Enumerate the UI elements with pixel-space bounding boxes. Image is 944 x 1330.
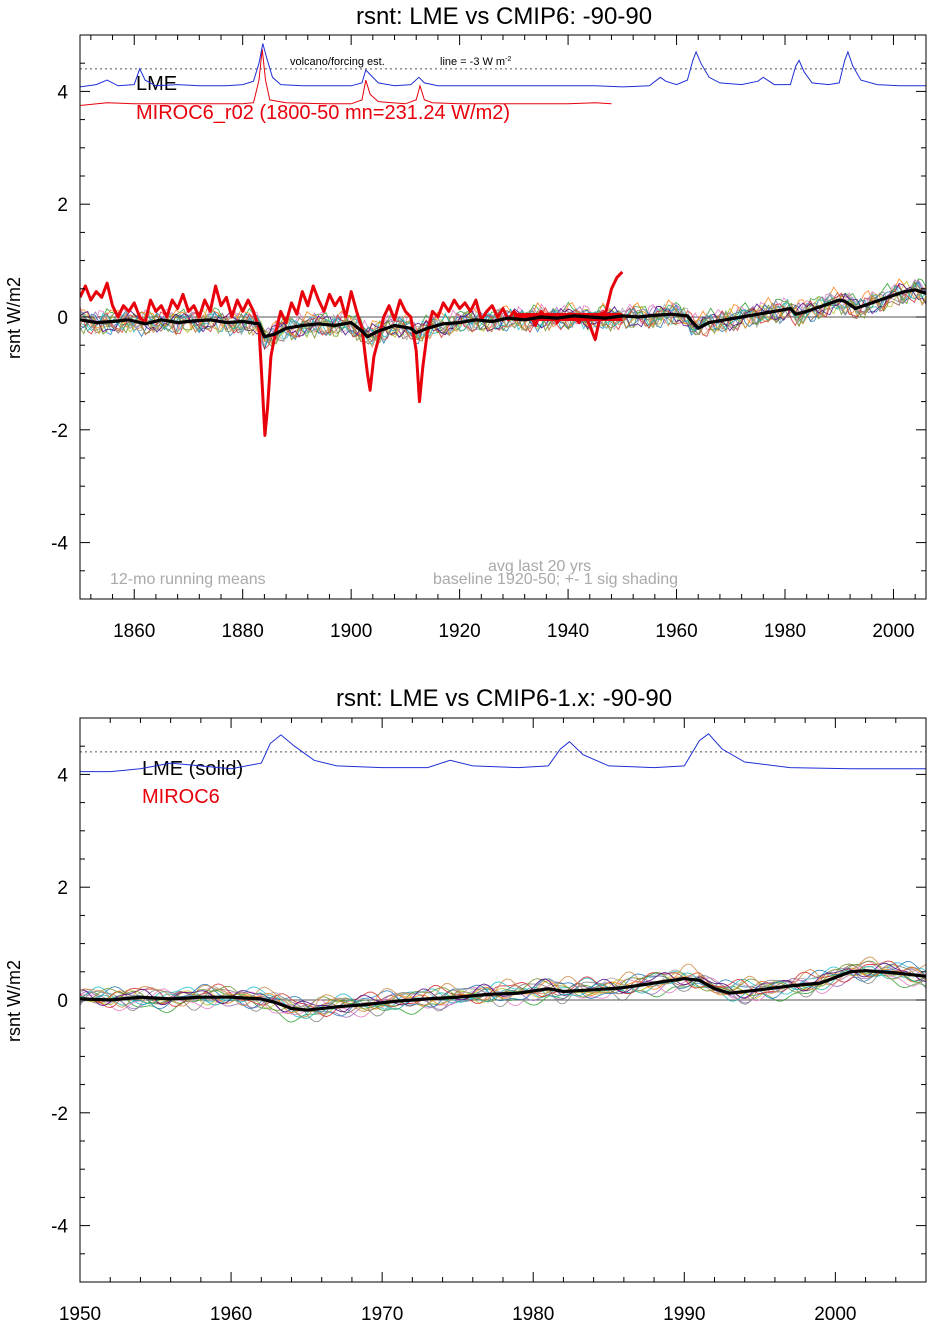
x-tick-label: 1950 — [59, 1304, 101, 1325]
ensemble-member-line — [80, 279, 926, 345]
y-tick-label: -4 — [51, 534, 68, 555]
x-tick-label: 2000 — [872, 621, 914, 642]
legend-label-model: MIROC6 — [142, 786, 220, 808]
y-axis-label: rsnt W/m2 — [4, 277, 24, 359]
baseline-annotation: baseline 1920-50; +- 1 sig shading — [433, 571, 678, 588]
x-tick-label: 1860 — [113, 621, 155, 642]
chart-panel-1: rsnt: LME vs CMIP6: -90-90 rsnt W/m2 vol… — [4, 3, 927, 642]
ensemble-member-line — [80, 960, 926, 1018]
x-tick-label: 1940 — [547, 621, 589, 642]
ensemble-member-line — [80, 964, 926, 1023]
plot-area — [80, 733, 926, 1023]
x-tick-label: 1970 — [361, 1304, 403, 1325]
x-tick-label: 1920 — [438, 621, 480, 642]
lme-mean-line — [80, 288, 926, 339]
legend-label-lme: LME — [136, 73, 177, 95]
x-tick-label: 1960 — [210, 1304, 252, 1325]
x-tick-label: 2000 — [814, 1304, 856, 1325]
ensemble-member-line — [80, 282, 926, 351]
y-tick-label: 4 — [57, 765, 68, 786]
x-tick-label: 1900 — [330, 621, 372, 642]
line-annotation: line = -3 W m-2 — [440, 56, 511, 68]
y-axis-label: rsnt W/m2 — [4, 960, 24, 1042]
ensemble-member-line — [80, 962, 926, 1013]
lme-mean-line — [80, 969, 926, 1012]
volcano-annotation: volcano/forcing est. — [290, 56, 385, 68]
x-tick-label: 1990 — [663, 1304, 705, 1325]
y-tick-label: -4 — [51, 1217, 68, 1238]
forcing-model-line — [80, 49, 612, 106]
x-tick-label: 1960 — [655, 621, 697, 642]
ensemble-member-line — [80, 963, 926, 1023]
plot-area — [80, 43, 926, 437]
line-annotation-superscript: -2 — [505, 56, 511, 63]
y-tick-label: -2 — [51, 421, 68, 442]
ensemble-member-line — [80, 965, 926, 1019]
y-tick-label: 2 — [57, 195, 68, 216]
y-tick-label: 0 — [57, 991, 68, 1012]
y-tick-label: 4 — [57, 82, 68, 103]
y-tick-label: 0 — [57, 308, 68, 329]
forcing-lme-line — [80, 733, 926, 773]
line-annotation-text: line = -3 W m — [440, 56, 505, 68]
x-tick-label: 1880 — [222, 621, 264, 642]
y-tick-label: -2 — [51, 1104, 68, 1125]
avg-annotation: avg last 20 yrs — [488, 558, 591, 575]
running-mean-annotation: 12-mo running means — [110, 571, 266, 588]
chart-title: rsnt: LME vs CMIP6: -90-90 — [356, 3, 652, 30]
x-tick-label: 1980 — [764, 621, 806, 642]
forcing-lme-line — [80, 43, 926, 88]
ensemble-member-line — [80, 286, 926, 344]
x-tick-label: 1980 — [512, 1304, 554, 1325]
chart-panel-2: rsnt: LME vs CMIP6-1.x: -90-90 rsnt W/m2… — [4, 685, 927, 1325]
y-tick-label: 2 — [57, 878, 68, 899]
chart-title: rsnt: LME vs CMIP6-1.x: -90-90 — [336, 685, 672, 712]
legend-label-model: MIROC6_r02 (1800-50 mn=231.24 W/m2) — [136, 102, 510, 124]
ensemble-member-line — [80, 962, 926, 1018]
model-series-line — [80, 270, 624, 437]
